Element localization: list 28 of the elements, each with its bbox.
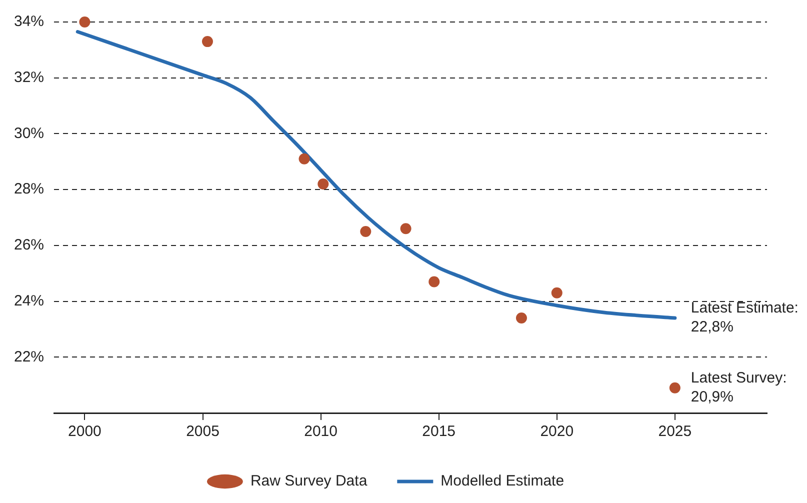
annotation: Latest Estimate: 22,8% [690,300,798,336]
x-tick-label: 2025 [658,423,692,440]
x-tick-label: 2005 [186,423,220,440]
point [516,312,527,324]
x-tick-label: 2000 [68,423,102,440]
y-tick-label: 24% [14,292,44,310]
x-tick-label: 2010 [304,423,338,440]
y-tick-label: 28% [14,180,44,198]
point [360,226,372,237]
point [202,36,213,48]
point [428,276,440,288]
legend-label: Modelled Estimate [440,472,564,490]
point [669,382,680,394]
legend-label: Raw Survey Data [250,472,368,490]
point [400,223,412,234]
annotation: Latest Survey: 20,9% [690,370,787,406]
y-tick-label: 22% [14,348,44,366]
x-tick-label: 2015 [422,423,456,440]
y-tick-label: 30% [14,124,44,142]
y-tick-label: 32% [14,69,44,86]
point [298,153,310,164]
point [551,287,562,298]
x-tick-label: 2020 [540,423,574,440]
point [318,178,329,190]
point [79,16,90,28]
y-tick-label: 26% [14,236,44,254]
line-series [76,30,677,320]
y-tick-label: 34% [14,13,44,30]
